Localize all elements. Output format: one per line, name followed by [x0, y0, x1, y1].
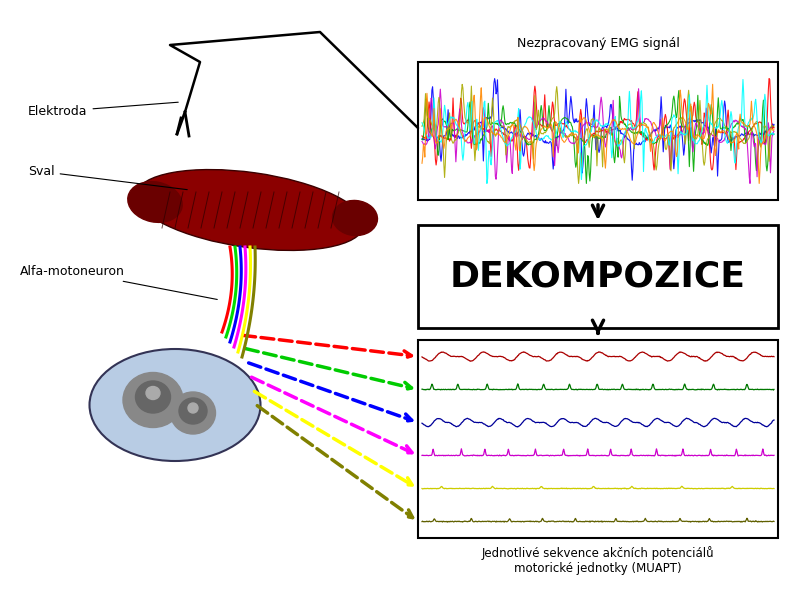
Text: Nezpracovaný EMG signál: Nezpracovaný EMG signál — [516, 37, 679, 50]
Ellipse shape — [90, 349, 260, 461]
Text: Jednotlivé sekvence akčních potenciálů
motorické jednotky (MUAPT): Jednotlivé sekvence akčních potenciálů m… — [482, 546, 715, 575]
Ellipse shape — [127, 182, 183, 222]
Bar — [418, 62, 778, 200]
Ellipse shape — [146, 386, 160, 399]
Ellipse shape — [188, 403, 198, 413]
Bar — [418, 225, 778, 328]
Text: Alfa-motoneuron: Alfa-motoneuron — [20, 265, 217, 300]
Text: Sval: Sval — [28, 165, 187, 189]
Ellipse shape — [333, 201, 378, 235]
Ellipse shape — [171, 392, 216, 434]
Ellipse shape — [136, 169, 364, 250]
Ellipse shape — [179, 398, 207, 424]
Text: Elektroda: Elektroda — [28, 102, 178, 118]
Bar — [418, 340, 778, 538]
Text: DEKOMPOZICE: DEKOMPOZICE — [450, 260, 746, 293]
Ellipse shape — [135, 381, 171, 413]
Ellipse shape — [123, 372, 183, 428]
